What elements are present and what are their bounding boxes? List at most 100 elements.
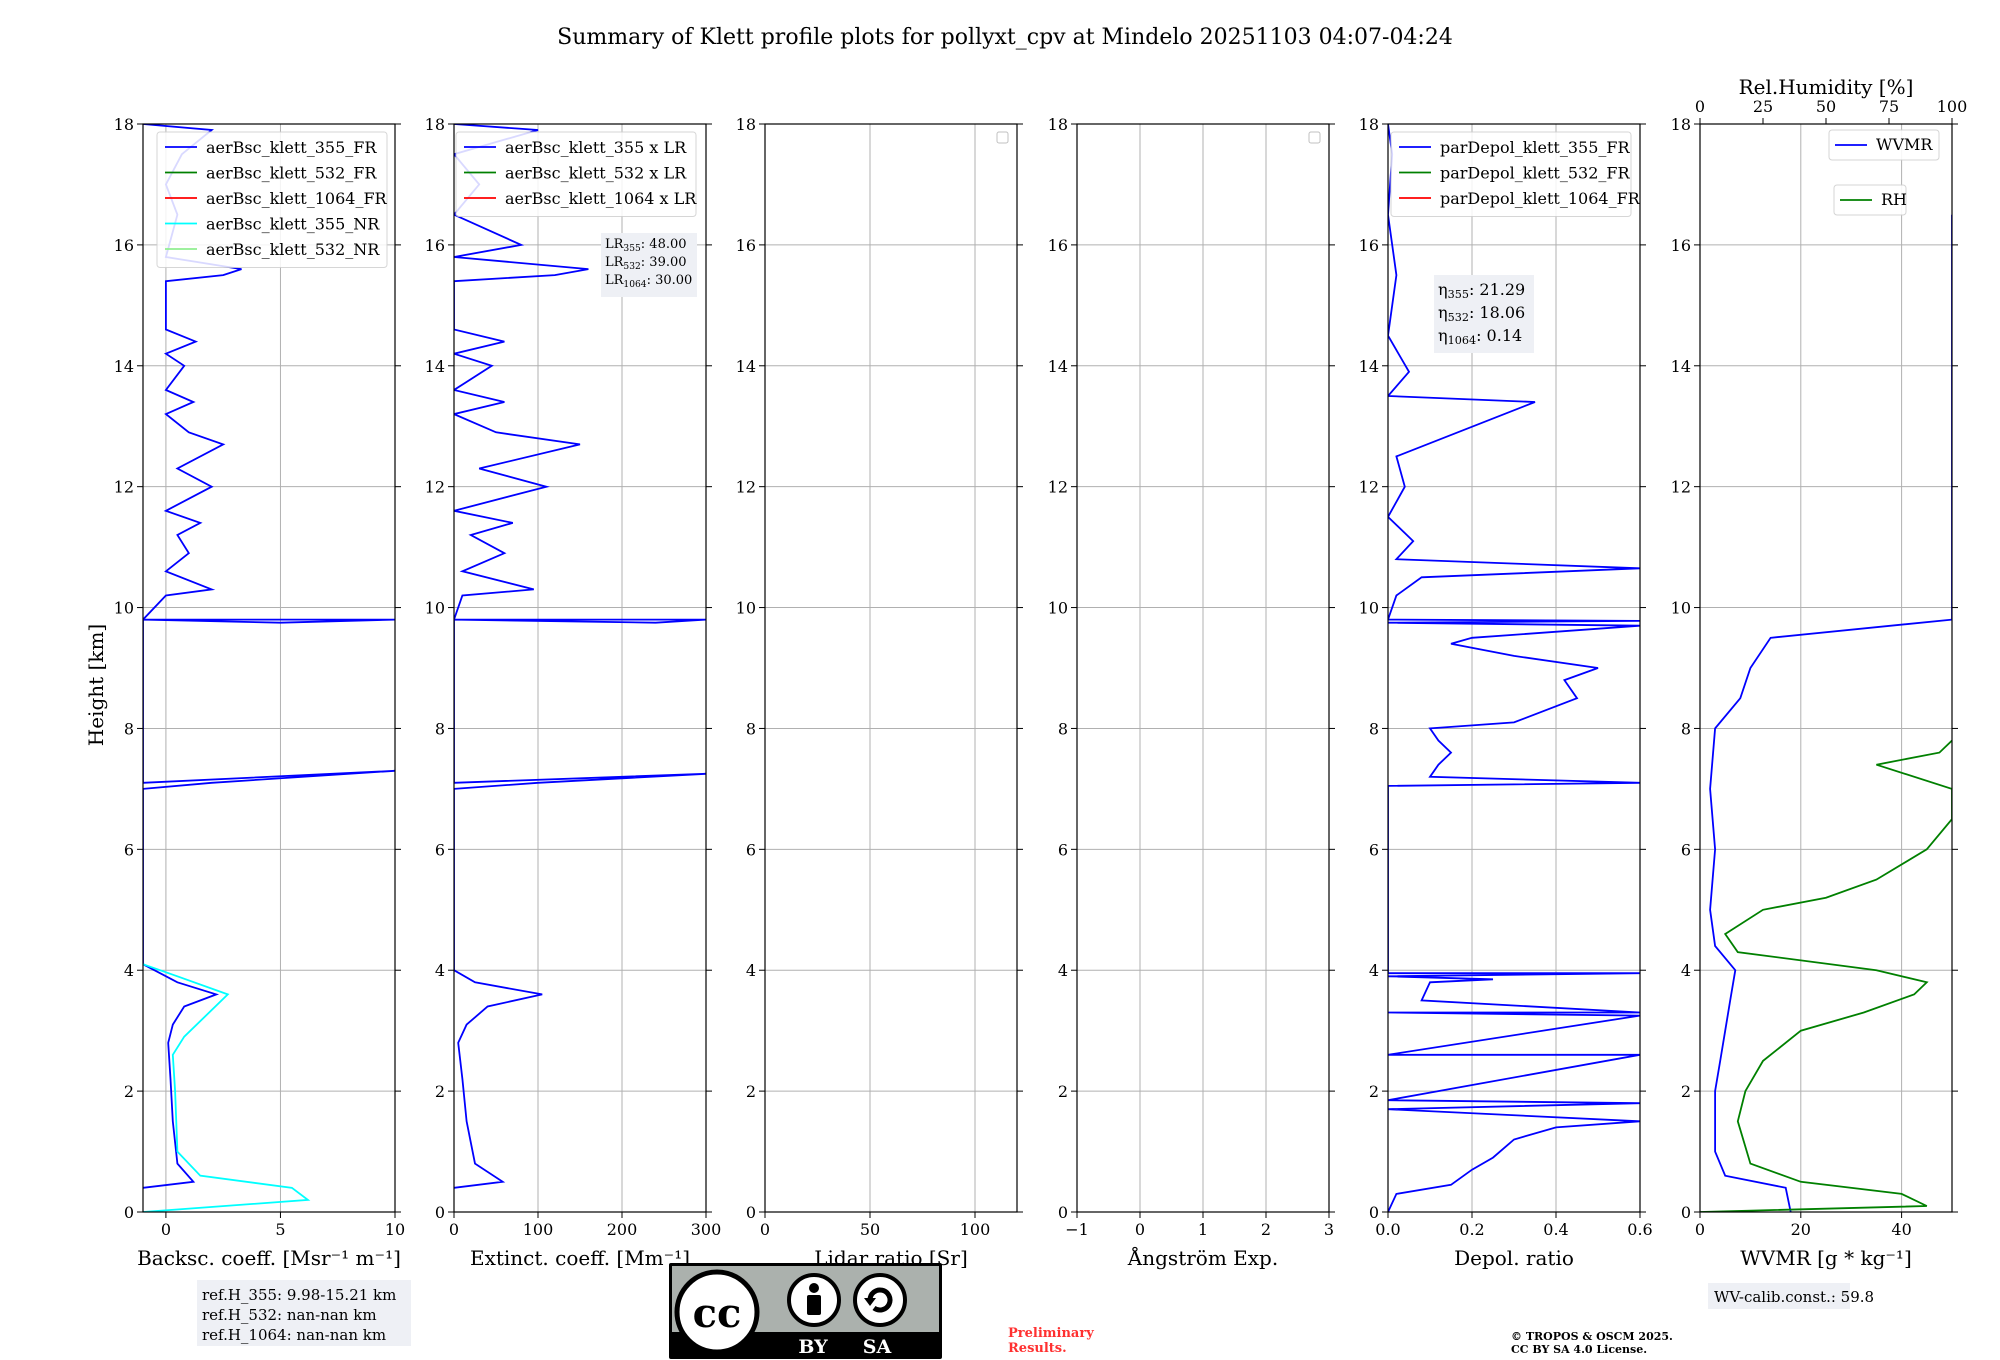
plot-frame bbox=[764, 123, 1018, 1213]
legend-entry: WVMR bbox=[1876, 135, 1933, 154]
y-tick-label: 10 bbox=[1048, 599, 1068, 618]
y-tick-label: 2 bbox=[746, 1082, 756, 1101]
legend-entry: aerBsc_klett_1064 x LR bbox=[505, 189, 697, 208]
series-aerBsc_klett_355_FR bbox=[143, 124, 395, 1189]
y-tick-label: 14 bbox=[736, 357, 756, 376]
annotation-text: η1064: 0.14 bbox=[1438, 326, 1522, 347]
x-axis-label: Backsc. coeff. [Msr⁻¹ m⁻¹] bbox=[137, 1246, 401, 1270]
y-tick-label: 6 bbox=[746, 840, 756, 859]
annotation-text: η355: 21.29 bbox=[1438, 280, 1525, 301]
figure-title: Summary of Klett profile plots for polly… bbox=[557, 25, 1453, 50]
y-tick-label: 16 bbox=[425, 236, 445, 255]
y-tick-label: 8 bbox=[1369, 719, 1379, 738]
cc-sa-label: SA bbox=[863, 1336, 892, 1358]
y-tick-label: 12 bbox=[425, 478, 445, 497]
series-RH bbox=[1700, 739, 1952, 1212]
annotation-text: LR1064: 30.00 bbox=[605, 273, 692, 290]
x-axis-label: Extinct. coeff. [Mm⁻¹] bbox=[470, 1246, 690, 1270]
panel-wv: 0 20 40 0 2 4 6 8 10 12 14 16 18 WVMR [g * kg⁻¹] 0 25 50… bbox=[1671, 75, 1968, 1270]
y-tick-label: 2 bbox=[1681, 1082, 1691, 1101]
y-tick-label: 12 bbox=[1359, 478, 1379, 497]
panel-ext: 0 100 200 300 0 2 4 6 8 10 12 14 16 18 Extinct. coeff.… bbox=[425, 115, 722, 1270]
wv-calib-text: WV-calib.const.: 59.8 bbox=[1714, 1288, 1874, 1306]
y-tick-label: 2 bbox=[1369, 1082, 1379, 1101]
y-tick-label: 6 bbox=[435, 840, 445, 859]
y-tick-label: 0 bbox=[746, 1203, 756, 1222]
y-tick-label: 4 bbox=[124, 961, 134, 980]
x-tick-label: 1 bbox=[1198, 1220, 1208, 1239]
x-tick-label: 300 bbox=[691, 1220, 722, 1239]
series-group bbox=[143, 124, 395, 1212]
top-tick-label: 75 bbox=[1879, 97, 1899, 116]
wv-calib-box: WV-calib.const.: 59.8 bbox=[1708, 1283, 1874, 1309]
x-tick-label: 0.6 bbox=[1627, 1220, 1652, 1239]
y-tick-label: 12 bbox=[736, 478, 756, 497]
y-tick-label: 4 bbox=[435, 961, 445, 980]
x-tick-label: 40 bbox=[1891, 1220, 1911, 1239]
y-tick-label: 0 bbox=[435, 1203, 445, 1222]
top-tick-label: 50 bbox=[1816, 97, 1836, 116]
cc-by-label: BY bbox=[798, 1336, 828, 1358]
series-ext_355 bbox=[454, 124, 706, 1189]
x-tick-label: 200 bbox=[607, 1220, 638, 1239]
y-tick-label: 10 bbox=[1671, 599, 1691, 618]
plot-frame bbox=[453, 123, 707, 1213]
series-WVMR bbox=[1709, 214, 1952, 1212]
y-tick-label: 10 bbox=[1359, 599, 1379, 618]
y-tick-label: 14 bbox=[114, 357, 134, 376]
x-tick-label: 0.2 bbox=[1459, 1220, 1484, 1239]
y-tick-label: 18 bbox=[1359, 115, 1379, 134]
y-tick-label: 16 bbox=[736, 236, 756, 255]
legend-box bbox=[156, 131, 388, 268]
x-tick-label: 100 bbox=[523, 1220, 554, 1239]
series-parDepol_klett_355_FR bbox=[1388, 124, 1640, 1212]
series-aerBsc_klett_355_NR bbox=[143, 963, 311, 1212]
y-tick-label: 18 bbox=[1671, 115, 1691, 134]
panel-bsc: 0 5 10 0 2 4 6 8 10 12 14 16 18 Backsc. coeff. [Msr⁻¹… bbox=[114, 115, 406, 1270]
y-tick-label: 10 bbox=[114, 599, 134, 618]
x-tick-label: 0.0 bbox=[1375, 1220, 1400, 1239]
top-tick-label: 100 bbox=[1937, 97, 1968, 116]
cc-logo bbox=[674, 1269, 760, 1355]
top-tick-label: 0 bbox=[1695, 97, 1705, 116]
y-tick-label: 6 bbox=[124, 840, 134, 859]
legend-box bbox=[1390, 131, 1632, 217]
x-tick-label: 0 bbox=[1695, 1220, 1705, 1239]
legend-entry: parDepol_klett_355_FR bbox=[1440, 138, 1631, 157]
cc-logo-text: cc bbox=[693, 1290, 742, 1337]
x-axis-label: Depol. ratio bbox=[1454, 1246, 1574, 1270]
legend-entry: aerBsc_klett_532_NR bbox=[206, 240, 380, 259]
copyright-line-2: CC BY SA 4.0 License. bbox=[1511, 1343, 1647, 1356]
y-tick-label: 0 bbox=[1369, 1203, 1379, 1222]
y-tick-label: 16 bbox=[1359, 236, 1379, 255]
series-group bbox=[454, 124, 706, 1189]
legend-box bbox=[455, 131, 697, 217]
plot-frame bbox=[1387, 123, 1641, 1213]
y-tick-label: 4 bbox=[746, 961, 756, 980]
person-icon bbox=[787, 1273, 841, 1327]
annotation-text: LR355: 48.00 bbox=[605, 237, 687, 254]
y-tick-label: 16 bbox=[114, 236, 134, 255]
empty-legend bbox=[1308, 131, 1321, 144]
y-tick-label: 16 bbox=[1671, 236, 1691, 255]
y-tick-label: 0 bbox=[1058, 1203, 1068, 1222]
y-tick-label: 8 bbox=[746, 719, 756, 738]
y-tick-label: 0 bbox=[124, 1203, 134, 1222]
x-tick-label: 0 bbox=[449, 1220, 459, 1239]
y-tick-label: 10 bbox=[425, 599, 445, 618]
legend-entry: aerBsc_klett_1064_FR bbox=[206, 189, 388, 208]
legend-entry: RH bbox=[1881, 190, 1907, 209]
y-tick-label: 6 bbox=[1058, 840, 1068, 859]
annotation-text: LR532: 39.00 bbox=[605, 255, 687, 272]
top-axis-label: Rel.Humidity [%] bbox=[1739, 75, 1914, 99]
y-tick-label: 12 bbox=[114, 478, 134, 497]
preliminary-line-1: Preliminary bbox=[1008, 1326, 1094, 1341]
x-tick-label: 0 bbox=[1135, 1220, 1145, 1239]
legend-entry: aerBsc_klett_532 x LR bbox=[505, 164, 687, 183]
cc-license-badge[interactable]: cc BY SA bbox=[669, 1263, 942, 1359]
y-tick-label: 8 bbox=[1681, 719, 1691, 738]
annotation-box bbox=[1434, 275, 1534, 353]
legend-box bbox=[1828, 129, 1940, 161]
